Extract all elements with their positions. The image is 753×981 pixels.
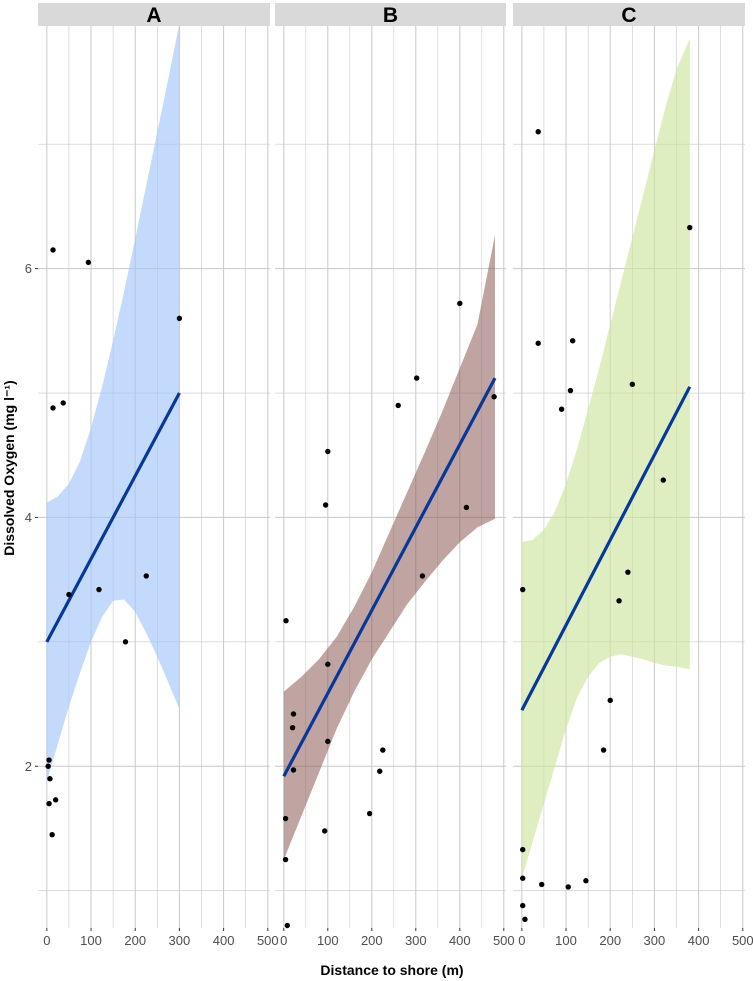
facet-panels: 2 4 6 A 0 100 200 300 400 500 B 0 100 200 300 400 500 C 0 1… bbox=[25, 3, 753, 948]
data-point bbox=[520, 902, 526, 909]
data-point bbox=[66, 591, 72, 598]
panel-grid bbox=[513, 26, 745, 928]
data-point bbox=[607, 697, 613, 704]
data-point bbox=[122, 639, 129, 645]
data-point bbox=[46, 757, 52, 763]
data-point bbox=[290, 711, 297, 717]
data-point bbox=[565, 884, 571, 890]
data-point bbox=[629, 381, 636, 388]
data-point bbox=[520, 586, 526, 593]
x-tick-label: 300 bbox=[644, 933, 666, 948]
y-tick-label: 4 bbox=[25, 510, 32, 525]
confidence-ribbon bbox=[521, 38, 690, 879]
data-point bbox=[325, 738, 331, 745]
data-point bbox=[290, 767, 297, 773]
data-point bbox=[625, 569, 631, 575]
facet-strip-label: A bbox=[146, 4, 161, 27]
data-point bbox=[377, 768, 383, 774]
x-tick-label: 500 bbox=[257, 933, 279, 948]
data-point bbox=[50, 247, 56, 253]
data-point bbox=[687, 224, 693, 231]
data-point bbox=[413, 375, 420, 381]
data-point bbox=[567, 387, 574, 394]
data-point bbox=[282, 856, 289, 863]
data-point bbox=[47, 776, 53, 782]
data-point bbox=[463, 504, 470, 511]
data-point bbox=[380, 747, 386, 753]
x-tick-label: 100 bbox=[555, 933, 577, 948]
x-tick-label: 400 bbox=[688, 933, 710, 948]
data-point bbox=[283, 617, 289, 624]
data-point bbox=[50, 405, 56, 411]
data-point bbox=[143, 573, 149, 579]
data-point bbox=[491, 394, 497, 400]
data-point bbox=[282, 815, 289, 822]
data-point bbox=[520, 846, 526, 853]
data-point bbox=[322, 828, 328, 834]
data-point bbox=[535, 129, 541, 135]
facet-strip-label: C bbox=[621, 4, 636, 27]
facet-strip bbox=[513, 3, 745, 26]
confidence-ribbon bbox=[283, 235, 495, 860]
data-point bbox=[45, 763, 51, 769]
x-tick-label: 300 bbox=[169, 933, 191, 948]
x-axis-title: Distance to shore (m) bbox=[320, 962, 463, 978]
x-tick-label: 100 bbox=[80, 933, 102, 948]
data-point bbox=[616, 598, 622, 604]
data-point bbox=[600, 747, 607, 753]
facet-strip-label: B bbox=[383, 4, 398, 27]
y-axis-title: Dissolved Oxygen (mg l⁻¹) bbox=[1, 380, 17, 555]
x-tick-label: 200 bbox=[599, 933, 621, 948]
data-point bbox=[322, 502, 329, 508]
x-tick-label: 0 bbox=[518, 933, 525, 948]
data-point bbox=[60, 400, 66, 406]
x-tick-label: 200 bbox=[124, 933, 146, 948]
data-point bbox=[284, 922, 291, 929]
y-axis: 2 4 6 bbox=[25, 261, 38, 774]
data-point bbox=[325, 448, 331, 455]
facet-strip bbox=[275, 3, 506, 26]
data-point bbox=[85, 259, 92, 266]
y-tick-label: 6 bbox=[25, 261, 32, 276]
data-point bbox=[419, 573, 426, 579]
data-point bbox=[535, 340, 541, 346]
data-point bbox=[366, 810, 373, 817]
facet-strip bbox=[38, 3, 270, 26]
x-tick-label: 100 bbox=[317, 933, 339, 948]
data-point bbox=[325, 661, 331, 667]
data-point bbox=[558, 406, 565, 412]
data-point bbox=[583, 878, 589, 884]
y-tick-label: 2 bbox=[25, 759, 32, 774]
data-point bbox=[395, 402, 401, 409]
regression-line bbox=[45, 392, 181, 643]
data-point bbox=[539, 881, 545, 888]
data-point bbox=[660, 477, 666, 483]
x-tick-label: 500 bbox=[732, 933, 753, 948]
data-point bbox=[522, 916, 528, 922]
data-point bbox=[569, 338, 576, 344]
facet-panel-c: C 0 100 200 300 400 500 bbox=[513, 3, 753, 948]
regression-line bbox=[282, 377, 497, 777]
data-point bbox=[49, 831, 55, 838]
x-tick-label: 500 bbox=[493, 933, 515, 948]
data-point bbox=[46, 800, 52, 807]
facet-panel-a: A 0 100 200 300 400 500 bbox=[38, 3, 279, 948]
data-point bbox=[520, 875, 526, 881]
data-point bbox=[457, 300, 463, 307]
data-point bbox=[289, 724, 296, 731]
confidence-ribbon bbox=[46, 23, 180, 782]
x-tick-label: 200 bbox=[361, 933, 383, 948]
data-point bbox=[96, 586, 102, 593]
x-tick-label: 300 bbox=[405, 933, 427, 948]
facet-panel-b: B 0 100 200 300 400 500 bbox=[275, 3, 515, 948]
regression-line bbox=[520, 386, 692, 712]
x-tick-label: 400 bbox=[449, 933, 471, 948]
data-point bbox=[176, 315, 183, 322]
x-tick-label: 400 bbox=[213, 933, 235, 948]
data-point bbox=[52, 797, 59, 803]
x-tick-label: 0 bbox=[280, 933, 287, 948]
x-tick-label: 0 bbox=[43, 933, 50, 948]
